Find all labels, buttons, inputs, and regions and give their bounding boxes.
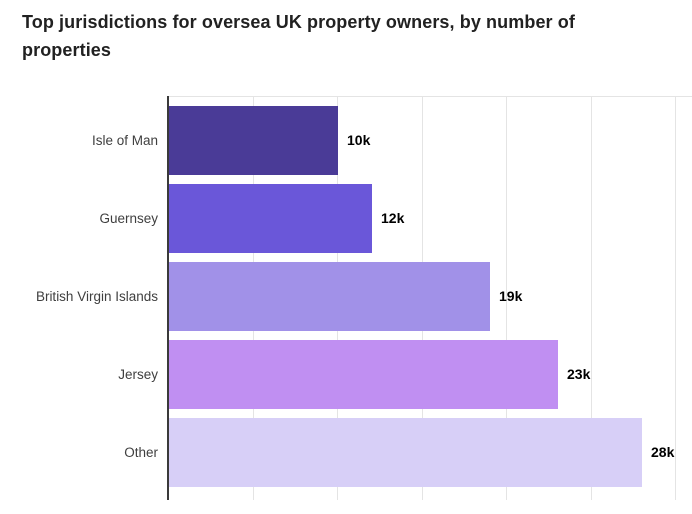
- value-label: 23k: [567, 366, 591, 383]
- y-axis-line: [167, 96, 169, 500]
- value-label: 19k: [499, 288, 523, 305]
- bar-jersey: [169, 340, 558, 409]
- gridline-x-30000: [675, 96, 676, 500]
- gridline-x-20000: [506, 96, 507, 500]
- bar-guernsey: [169, 184, 372, 253]
- category-label: Jersey: [118, 366, 158, 382]
- category-label: Other: [124, 444, 158, 460]
- chart-title: Top jurisdictions for oversea UK propert…: [22, 12, 575, 60]
- value-label: 10k: [347, 132, 371, 149]
- value-label: 12k: [381, 210, 405, 227]
- bar-other: [169, 418, 642, 487]
- category-label: British Virgin Islands: [35, 288, 158, 304]
- category-label: Isle of Man: [91, 132, 158, 148]
- category-label: Guernsey: [99, 210, 158, 226]
- value-label: 28k: [651, 444, 675, 461]
- plot-top-border: [168, 96, 692, 97]
- gridline-x-25000: [591, 96, 592, 500]
- bar-british-virgin-islands: [169, 262, 490, 331]
- bar-isle-of-man: [169, 106, 338, 175]
